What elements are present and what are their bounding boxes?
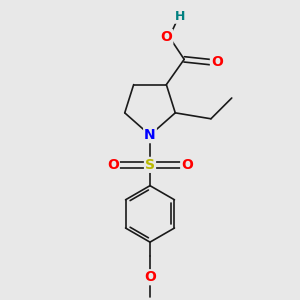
Text: S: S xyxy=(145,158,155,172)
Text: O: O xyxy=(211,55,223,69)
Text: O: O xyxy=(181,158,193,172)
Text: O: O xyxy=(160,30,172,44)
Text: N: N xyxy=(144,128,156,142)
Text: O: O xyxy=(144,270,156,284)
Text: O: O xyxy=(107,158,119,172)
Text: H: H xyxy=(175,10,185,23)
